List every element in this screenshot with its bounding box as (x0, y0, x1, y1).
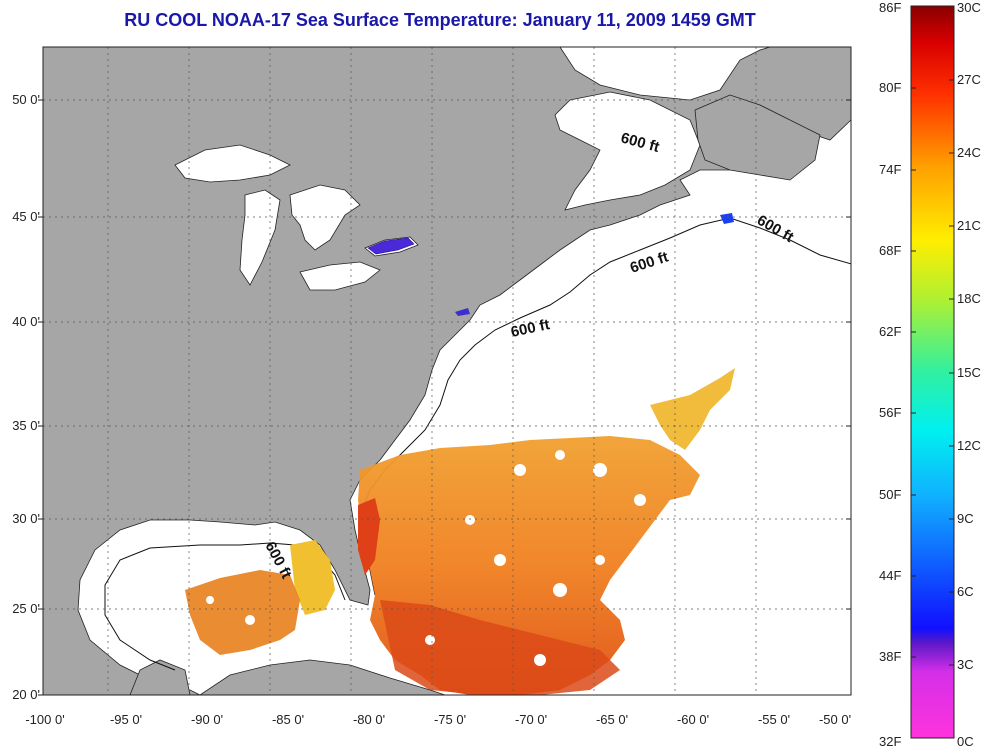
colorbar-f-label: 32F (879, 734, 902, 749)
lat-label: 35 0' (12, 418, 40, 433)
colorbar-f-label: 74F (879, 162, 902, 177)
colorbar-ticks (911, 79, 954, 666)
lon-label: -55 0' (758, 712, 790, 727)
lon-labels: -100 0' -95 0' -90 0' -85 0' -80 0' -75 … (25, 712, 851, 727)
land-yucatan (129, 659, 191, 695)
colorbar-c-label: 0C (957, 734, 974, 749)
map-title: RU COOL NOAA-17 Sea Surface Temperature:… (124, 10, 756, 30)
colorbar-c-label: 3C (957, 657, 974, 672)
gulf-st-lawrence (554, 91, 701, 211)
colorbar-f-label: 68F (879, 243, 902, 258)
colorbar-c-label: 21C (957, 218, 981, 233)
colorbar-f-label: 62F (879, 324, 902, 339)
colorbar-c-label: 27C (957, 72, 981, 87)
lon-label: -85 0' (272, 712, 304, 727)
lon-label: -100 0' (25, 712, 64, 727)
land-cuba (199, 659, 446, 695)
sst-data (185, 368, 735, 695)
lon-label: -60 0' (677, 712, 709, 727)
lon-label: -65 0' (596, 712, 628, 727)
colorbar (910, 5, 955, 739)
plot-frame (42, 46, 852, 696)
lat-labels: 50 0' 45 0' 40 0' 35 0' 30 0' 25 0' 20 0… (12, 92, 40, 702)
cold-patch-lake (367, 237, 415, 255)
colorbar-c-label: 6C (957, 584, 974, 599)
land-newfoundland (694, 94, 821, 181)
lat-label: 50 0' (12, 92, 40, 107)
colorbar-c-label: 9C (957, 511, 974, 526)
colorbar-f-label: 38F (879, 649, 902, 664)
colorbar-f-label: 50F (879, 487, 902, 502)
lat-label: 20 0' (12, 687, 40, 702)
colorbar-c-label: 18C (957, 291, 981, 306)
lon-label: -70 0' (515, 712, 547, 727)
lon-label: -75 0' (434, 712, 466, 727)
colorbar-c-label: 30C (957, 0, 981, 15)
colorbar-c-label: 12C (957, 438, 981, 453)
lon-label: -95 0' (110, 712, 142, 727)
colorbar-f-label: 86F (879, 0, 902, 15)
lon-label: -90 0' (191, 712, 223, 727)
colorbar-c-label: 15C (957, 365, 981, 380)
cold-patch-nova-scotia (720, 213, 734, 224)
colorbar-f-label: 80F (879, 80, 902, 95)
lon-label: -80 0' (353, 712, 385, 727)
lon-label: -50 0' (819, 712, 851, 727)
lat-label: 45 0' (12, 209, 40, 224)
colorbar-f-label: 44F (879, 568, 902, 583)
cold-patch-coast (455, 308, 470, 316)
graticule (43, 47, 851, 695)
lat-label: 25 0' (12, 601, 40, 616)
great-lakes (174, 144, 419, 291)
lat-label: 30 0' (12, 511, 40, 526)
colorbar-c-label: 24C (957, 145, 981, 160)
lat-label: 40 0' (12, 314, 40, 329)
colorbar-f-label: 56F (879, 405, 902, 420)
tick-marks (38, 99, 851, 696)
